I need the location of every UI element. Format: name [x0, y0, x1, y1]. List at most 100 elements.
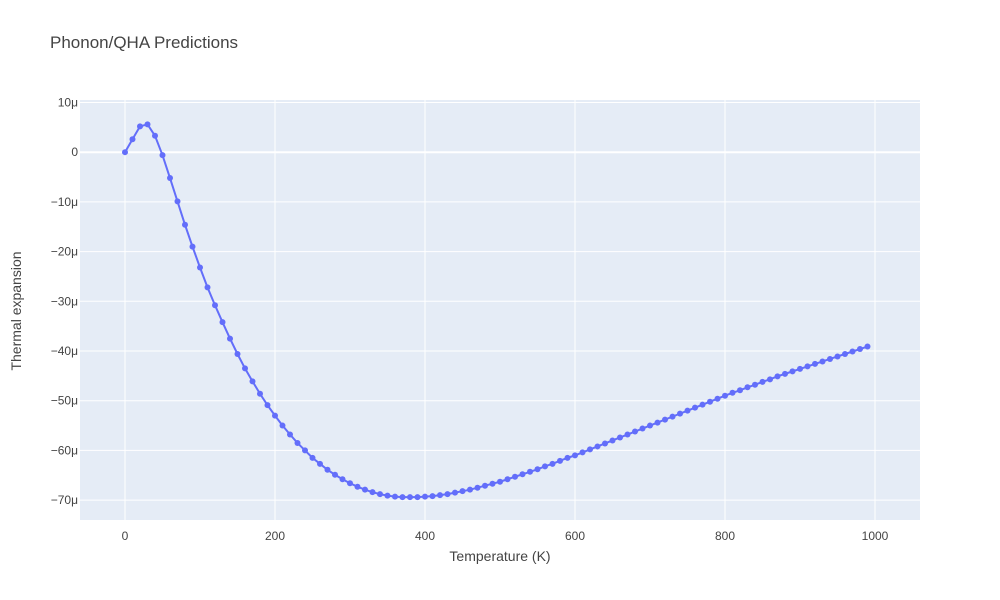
data-point[interactable]	[534, 466, 541, 473]
data-point[interactable]	[444, 491, 451, 498]
data-point[interactable]	[452, 489, 458, 496]
data-point[interactable]	[827, 355, 833, 362]
data-point[interactable]	[542, 463, 548, 470]
data-point[interactable]	[714, 395, 721, 402]
data-point[interactable]	[414, 494, 421, 501]
data-point[interactable]	[699, 401, 706, 408]
data-point[interactable]	[572, 452, 578, 459]
data-point[interactable]	[392, 493, 398, 500]
data-point[interactable]	[167, 175, 173, 182]
data-point[interactable]	[242, 365, 248, 372]
data-point[interactable]	[279, 422, 286, 429]
data-point[interactable]	[677, 410, 683, 417]
data-point[interactable]	[617, 434, 623, 441]
data-point[interactable]	[489, 480, 496, 487]
data-point[interactable]	[384, 492, 391, 499]
data-point[interactable]	[174, 198, 181, 205]
data-point[interactable]	[272, 412, 278, 419]
data-point[interactable]	[737, 387, 743, 394]
data-point[interactable]	[864, 343, 871, 350]
data-point[interactable]	[797, 365, 803, 372]
data-point[interactable]	[684, 407, 691, 414]
data-point[interactable]	[467, 486, 473, 493]
data-point[interactable]	[594, 443, 601, 450]
data-point[interactable]	[842, 350, 848, 357]
data-point[interactable]	[459, 488, 466, 495]
data-point[interactable]	[564, 454, 571, 461]
data-point[interactable]	[182, 221, 188, 228]
data-point[interactable]	[129, 136, 136, 143]
data-point[interactable]	[759, 378, 766, 385]
data-point[interactable]	[347, 480, 353, 487]
data-point[interactable]	[692, 404, 698, 411]
data-point[interactable]	[482, 482, 488, 489]
data-point[interactable]	[264, 402, 271, 409]
data-point[interactable]	[774, 373, 781, 380]
data-point[interactable]	[407, 494, 413, 501]
data-point[interactable]	[137, 123, 143, 130]
data-point[interactable]	[399, 494, 406, 501]
data-point[interactable]	[812, 360, 818, 367]
data-point[interactable]	[639, 425, 646, 432]
data-point[interactable]	[362, 486, 368, 493]
data-point[interactable]	[602, 440, 608, 447]
data-point[interactable]	[302, 447, 308, 454]
data-point[interactable]	[654, 419, 661, 426]
data-point[interactable]	[204, 284, 211, 291]
data-point[interactable]	[324, 466, 331, 473]
data-point[interactable]	[339, 476, 346, 483]
data-point[interactable]	[519, 471, 526, 478]
data-point[interactable]	[512, 473, 518, 480]
data-point[interactable]	[789, 368, 796, 375]
data-point[interactable]	[624, 431, 631, 438]
data-point[interactable]	[804, 363, 811, 370]
data-point[interactable]	[497, 478, 503, 485]
data-point[interactable]	[287, 431, 293, 438]
data-point[interactable]	[159, 152, 166, 159]
data-point[interactable]	[752, 381, 758, 388]
data-point[interactable]	[504, 476, 511, 483]
data-point[interactable]	[437, 492, 443, 499]
data-point[interactable]	[257, 390, 263, 397]
data-point[interactable]	[332, 471, 338, 478]
data-point[interactable]	[189, 243, 196, 250]
data-point[interactable]	[309, 454, 316, 461]
data-point[interactable]	[857, 346, 863, 353]
data-point[interactable]	[849, 348, 856, 355]
data-point[interactable]	[354, 483, 361, 490]
data-point[interactable]	[707, 398, 713, 405]
data-point[interactable]	[197, 264, 203, 271]
data-point[interactable]	[632, 428, 638, 435]
data-point[interactable]	[557, 457, 563, 464]
data-point[interactable]	[474, 484, 481, 491]
data-point[interactable]	[377, 491, 383, 498]
data-point[interactable]	[429, 493, 436, 500]
data-point[interactable]	[212, 302, 218, 309]
data-point[interactable]	[144, 121, 151, 128]
data-point[interactable]	[609, 437, 616, 444]
data-point[interactable]	[819, 358, 826, 365]
data-point[interactable]	[669, 413, 676, 420]
data-point[interactable]	[782, 370, 788, 377]
data-point[interactable]	[767, 376, 773, 383]
data-point[interactable]	[722, 392, 728, 399]
plot-area[interactable]	[80, 100, 920, 520]
data-point[interactable]	[834, 353, 841, 360]
data-point[interactable]	[729, 389, 736, 396]
data-point[interactable]	[647, 422, 653, 429]
data-point[interactable]	[234, 350, 241, 357]
data-point[interactable]	[662, 416, 668, 423]
data-point[interactable]	[227, 335, 233, 342]
data-point[interactable]	[219, 319, 226, 326]
data-point[interactable]	[249, 378, 256, 385]
data-point[interactable]	[317, 460, 323, 467]
data-point[interactable]	[579, 449, 586, 456]
data-point[interactable]	[527, 468, 533, 475]
data-point[interactable]	[549, 460, 556, 467]
data-point[interactable]	[152, 132, 158, 139]
data-point[interactable]	[122, 149, 128, 156]
data-point[interactable]	[587, 446, 593, 453]
data-point[interactable]	[744, 384, 751, 391]
data-point[interactable]	[294, 439, 301, 446]
data-point[interactable]	[369, 489, 376, 496]
